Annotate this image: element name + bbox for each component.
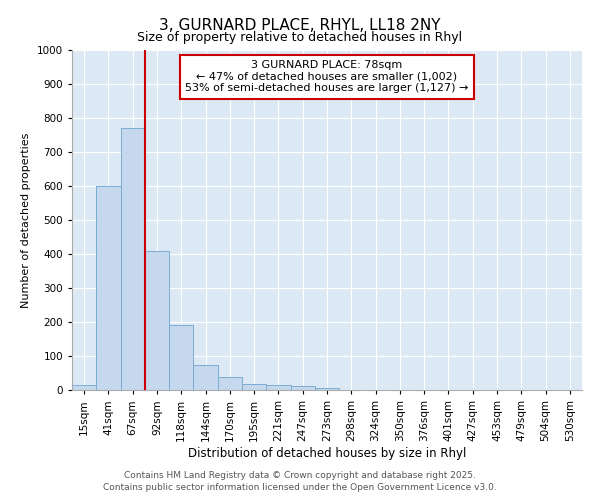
Bar <box>193 364 218 390</box>
Text: 3, GURNARD PLACE, RHYL, LL18 2NY: 3, GURNARD PLACE, RHYL, LL18 2NY <box>159 18 441 32</box>
Bar <box>72 385 96 390</box>
Bar <box>290 386 315 390</box>
Text: 3 GURNARD PLACE: 78sqm
← 47% of detached houses are smaller (1,002)
53% of semi-: 3 GURNARD PLACE: 78sqm ← 47% of detached… <box>185 60 469 94</box>
Bar <box>218 378 242 390</box>
Text: Size of property relative to detached houses in Rhyl: Size of property relative to detached ho… <box>137 31 463 44</box>
Text: Contains HM Land Registry data © Crown copyright and database right 2025.
Contai: Contains HM Land Registry data © Crown c… <box>103 471 497 492</box>
Bar <box>266 385 290 390</box>
Bar <box>315 388 339 390</box>
Bar <box>242 384 266 390</box>
Bar <box>169 324 193 390</box>
Bar <box>145 250 169 390</box>
Bar <box>96 186 121 390</box>
Bar <box>121 128 145 390</box>
Y-axis label: Number of detached properties: Number of detached properties <box>21 132 31 308</box>
X-axis label: Distribution of detached houses by size in Rhyl: Distribution of detached houses by size … <box>188 446 466 460</box>
